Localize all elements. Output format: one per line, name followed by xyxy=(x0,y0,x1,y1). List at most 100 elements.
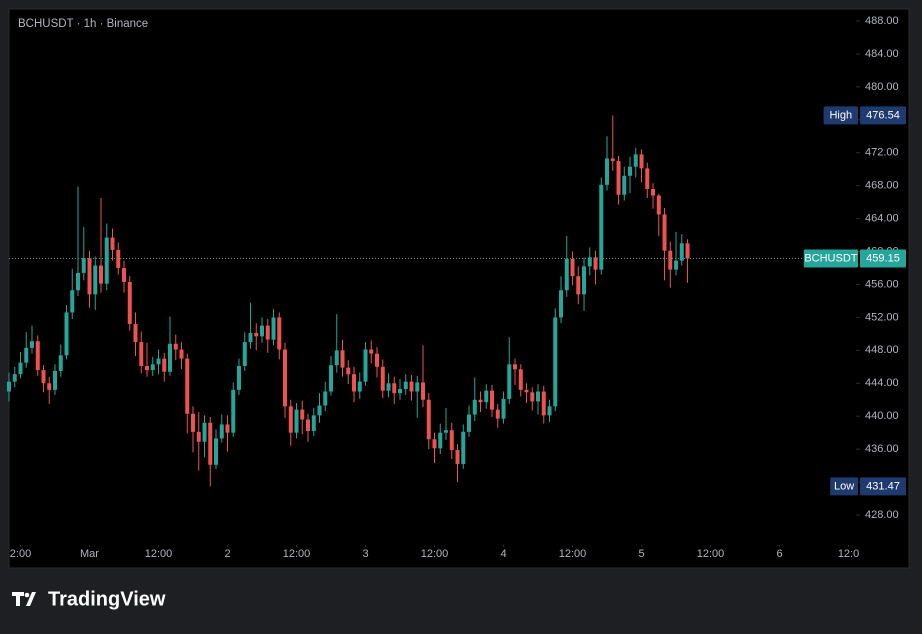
candle-body xyxy=(99,265,104,284)
y-tick-label: 436.00 xyxy=(865,443,899,455)
candle-body xyxy=(76,272,81,291)
y-tick-label: 468.00 xyxy=(865,180,899,192)
candle-body xyxy=(587,257,592,267)
last-price-value-bg xyxy=(860,249,906,268)
candle-body xyxy=(162,358,167,372)
y-tick-label: 448.00 xyxy=(865,344,899,356)
x-tick-label: 12:00 xyxy=(697,548,725,560)
y-tick-label: 444.00 xyxy=(865,377,899,389)
x-tick-label: 6 xyxy=(776,548,782,560)
candle-body xyxy=(610,158,615,161)
y-tick-label: 464.00 xyxy=(865,213,899,225)
candle-body xyxy=(265,325,270,340)
y-tick-label: 472.00 xyxy=(865,147,899,159)
candle-body xyxy=(357,381,362,392)
candle-body xyxy=(472,399,477,415)
candle-body xyxy=(242,342,247,366)
candle-body xyxy=(616,160,621,195)
extreme-value-bg xyxy=(860,477,906,496)
extreme-badge xyxy=(823,106,858,125)
candle-body xyxy=(398,389,403,394)
candle-body xyxy=(444,430,449,433)
candle-body xyxy=(679,243,684,261)
candle-body xyxy=(593,257,598,270)
y-tick-label: 452.00 xyxy=(865,311,899,323)
candle-body xyxy=(317,405,322,416)
candle-body xyxy=(185,358,190,414)
x-tick-label: 2 xyxy=(224,548,230,560)
y-tick-label: 456.00 xyxy=(865,278,899,290)
x-tick-label: 5 xyxy=(638,548,644,560)
candle-body xyxy=(87,258,92,295)
candle-body xyxy=(461,431,466,464)
extreme-badge xyxy=(830,477,858,496)
y-tick-label: 480.00 xyxy=(865,81,899,93)
candle-body xyxy=(685,243,690,259)
candle-body xyxy=(139,342,144,366)
last-price-value: 459.15 xyxy=(866,252,900,264)
y-tick-label: 484.00 xyxy=(865,48,899,60)
candle-body xyxy=(363,349,368,382)
candle-body xyxy=(656,195,661,215)
candle-body xyxy=(605,158,610,185)
candle-body xyxy=(7,381,11,392)
candle-body xyxy=(421,382,426,400)
candle-body xyxy=(639,154,644,169)
candle-body xyxy=(478,399,483,403)
candle-body xyxy=(536,391,541,402)
candle-body xyxy=(438,432,443,449)
candle-body xyxy=(116,249,121,268)
candle-body xyxy=(329,365,334,392)
candle-body xyxy=(662,214,667,251)
x-tick-label: 4 xyxy=(500,548,506,560)
candle-body xyxy=(484,390,489,403)
candle-body xyxy=(237,365,242,390)
candle-body xyxy=(622,175,627,195)
extreme-label: Low xyxy=(834,480,854,492)
y-tick-label: 428.00 xyxy=(865,509,899,521)
candle-body xyxy=(306,419,311,432)
candle-body xyxy=(214,438,219,465)
candle-body xyxy=(208,422,213,465)
candle-body xyxy=(564,258,569,291)
candle-body xyxy=(467,414,472,432)
candle-body xyxy=(30,341,35,348)
candle-body xyxy=(455,449,460,464)
candle-body xyxy=(18,362,23,375)
candle-body xyxy=(582,266,587,295)
chart-panel xyxy=(8,8,910,569)
candle-body xyxy=(12,374,17,382)
candle-body xyxy=(628,166,633,176)
candle-body xyxy=(541,391,546,416)
brand-name: TradingView xyxy=(48,588,166,610)
candle-body xyxy=(375,353,380,367)
candle-body xyxy=(547,406,552,416)
candle-body xyxy=(559,290,564,318)
candle-body xyxy=(271,317,276,340)
candle-body xyxy=(311,415,316,432)
candle-body xyxy=(110,237,115,250)
x-tick-label: 12:00 xyxy=(559,548,587,560)
candle-body xyxy=(570,258,575,277)
candle-body xyxy=(173,343,178,350)
candle-body xyxy=(196,431,201,442)
candle-body xyxy=(599,184,604,270)
candle-body xyxy=(219,424,224,439)
extreme-value: 431.47 xyxy=(866,480,900,492)
x-tick-label: 12:00 xyxy=(145,548,173,560)
candle-body xyxy=(277,317,282,350)
candle-body xyxy=(392,383,397,394)
candle-body xyxy=(323,391,328,406)
candle-body xyxy=(449,430,454,450)
candle-body xyxy=(288,406,293,433)
last-price-label: BCHUSDT xyxy=(804,252,857,264)
candle-body xyxy=(409,381,414,392)
x-tick-label: 12:00 xyxy=(421,548,449,560)
candle-body xyxy=(35,341,40,371)
candle-body xyxy=(490,390,495,410)
candle-body xyxy=(283,349,288,407)
candle-body xyxy=(668,250,673,270)
candle-body xyxy=(294,409,299,433)
candle-body xyxy=(432,439,437,449)
